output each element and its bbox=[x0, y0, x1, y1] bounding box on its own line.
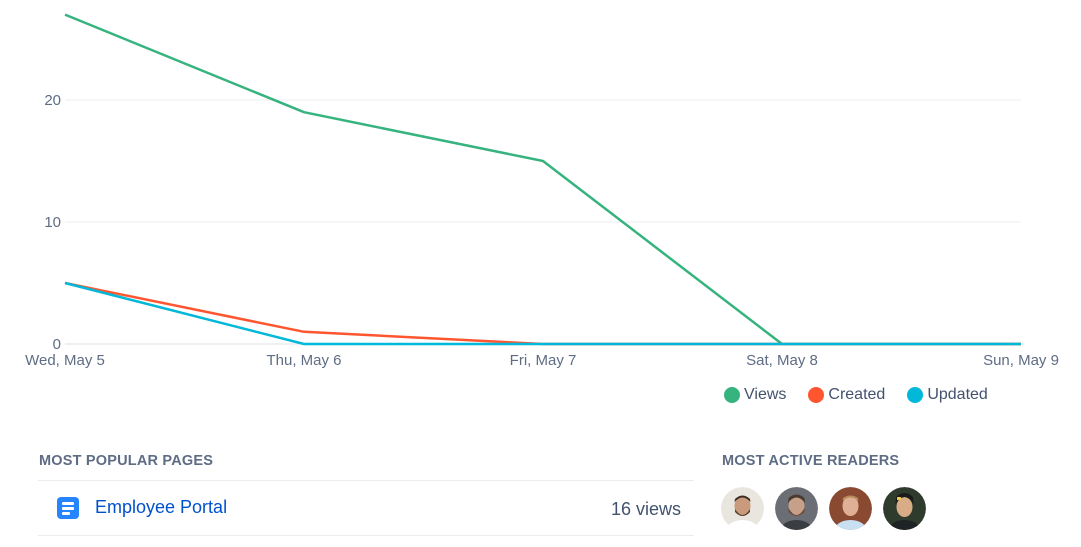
page-link-employee-portal[interactable]: Employee Portal bbox=[95, 497, 228, 517]
legend-dot-updated bbox=[907, 387, 924, 403]
x-tick-label-2: Fri, May 7 bbox=[510, 352, 577, 369]
legend-dot-views bbox=[724, 387, 740, 403]
series-line-created bbox=[64, 281, 1021, 346]
x-tick-label-4: Sun, May 9 bbox=[983, 352, 1059, 369]
legend-label-created: Created bbox=[828, 386, 886, 403]
y-tick-label-10: 10 bbox=[44, 214, 61, 231]
legend-item-views[interactable]: Views bbox=[724, 386, 786, 404]
page-icon bbox=[57, 497, 79, 519]
x-tick-label-3: Sat, May 8 bbox=[746, 352, 818, 369]
chart-legend: Views Created Updated bbox=[724, 386, 988, 404]
legend-label-updated: Updated bbox=[927, 386, 988, 403]
legend-dot-created bbox=[808, 387, 825, 403]
reader-avatar-4[interactable] bbox=[883, 487, 926, 530]
active-readers-list bbox=[721, 487, 926, 530]
reader-avatar-1[interactable] bbox=[721, 487, 764, 530]
legend-item-updated[interactable]: Updated bbox=[907, 386, 988, 404]
reader-avatar-2[interactable] bbox=[775, 487, 818, 530]
line-chart: 0 10 20 Wed, May 5 Thu, May 6 Fri, May 7 Sat, … bbox=[25, 13, 1059, 369]
y-tick-label-0: 0 bbox=[53, 336, 61, 353]
popular-page-row: Employee Portal 16 views bbox=[38, 481, 694, 535]
x-tick-label-1: Thu, May 6 bbox=[266, 352, 341, 369]
legend-label-views: Views bbox=[744, 386, 787, 403]
most-popular-pages-title: MOST POPULAR PAGES bbox=[39, 453, 214, 469]
series-line-views bbox=[64, 13, 1021, 346]
popular-pages-divider-top bbox=[38, 480, 694, 481]
page-view-count: 16 views bbox=[610, 499, 681, 519]
most-active-readers-title: MOST ACTIVE READERS bbox=[722, 453, 900, 469]
popular-pages-divider-bottom bbox=[38, 535, 694, 536]
y-tick-label-20: 20 bbox=[44, 92, 61, 109]
reader-avatar-3[interactable] bbox=[829, 487, 872, 530]
x-tick-label-0: Wed, May 5 bbox=[25, 352, 105, 369]
legend-item-created[interactable]: Created bbox=[808, 386, 885, 404]
